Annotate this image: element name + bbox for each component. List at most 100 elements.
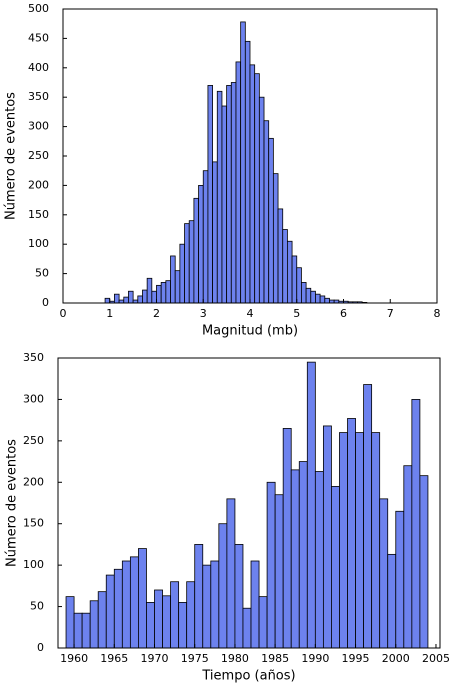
y-tick-label: 150 xyxy=(28,208,49,221)
bar xyxy=(65,596,75,649)
x-tick-label: 1 xyxy=(106,307,113,320)
bar xyxy=(81,612,91,649)
bar xyxy=(123,296,129,304)
bar xyxy=(230,82,237,304)
bar xyxy=(160,282,167,304)
bar xyxy=(146,602,155,649)
x-tick-label: 1985 xyxy=(261,652,289,665)
bar xyxy=(198,184,204,304)
bar xyxy=(114,293,120,304)
bar xyxy=(202,564,212,649)
bar xyxy=(331,486,340,649)
bar xyxy=(162,595,171,649)
bar xyxy=(184,223,190,304)
bar xyxy=(290,469,300,649)
bar xyxy=(301,282,307,304)
bar xyxy=(371,432,381,649)
bar xyxy=(186,581,196,649)
bar xyxy=(395,510,405,649)
x-axis-label: Tiempo (años) xyxy=(201,669,295,684)
bar xyxy=(142,289,148,304)
bar xyxy=(298,461,308,649)
bar xyxy=(355,432,364,649)
bar xyxy=(226,85,232,304)
bar xyxy=(210,560,220,649)
bar xyxy=(268,137,274,304)
bar xyxy=(319,295,326,304)
y-axis-label: Número de eventos xyxy=(5,439,20,567)
bar xyxy=(411,399,421,649)
bar xyxy=(305,287,312,304)
bar xyxy=(363,384,373,649)
bar xyxy=(218,523,228,649)
y-tick-label: 0 xyxy=(42,296,49,309)
bar xyxy=(226,498,236,649)
bar xyxy=(170,255,176,304)
bar xyxy=(258,96,265,304)
bar xyxy=(324,297,330,304)
bar xyxy=(146,277,153,304)
y-tick-label: 50 xyxy=(30,600,44,613)
bar xyxy=(379,498,389,649)
bar xyxy=(113,568,123,649)
y-tick-label: 300 xyxy=(28,120,49,133)
bar xyxy=(263,120,270,304)
bar xyxy=(234,544,244,649)
plot-frame xyxy=(57,357,441,649)
bar xyxy=(73,612,83,649)
y-tick-label: 350 xyxy=(23,351,44,364)
y-tick-label: 200 xyxy=(23,475,44,488)
x-tick-label: 1980 xyxy=(221,652,249,665)
bar xyxy=(272,173,279,304)
y-tick-label: 300 xyxy=(23,392,44,405)
bar xyxy=(165,280,171,304)
bar xyxy=(129,556,139,649)
x-axis-label: Magnitud (mb) xyxy=(202,324,298,339)
bar xyxy=(179,243,185,304)
bar xyxy=(207,85,214,304)
bar xyxy=(154,589,163,649)
x-tick-label: 1995 xyxy=(342,652,370,665)
y-tick-label: 250 xyxy=(28,149,49,162)
bar xyxy=(282,428,292,649)
bar xyxy=(387,553,397,649)
bar xyxy=(258,596,268,649)
bar xyxy=(277,208,284,304)
y-tick-label: 500 xyxy=(28,2,49,15)
bar xyxy=(156,284,162,304)
y-axis-label: Número de eventos xyxy=(4,92,19,220)
x-tick-label: 6 xyxy=(340,307,347,320)
y-tick-label: 400 xyxy=(28,61,49,74)
bar xyxy=(250,560,260,649)
bar xyxy=(105,574,115,649)
bar xyxy=(244,40,251,304)
y-tick-label: 200 xyxy=(28,178,49,191)
bar xyxy=(314,471,324,649)
y-tick-label: 350 xyxy=(28,90,49,103)
bar xyxy=(339,432,348,649)
bar xyxy=(296,267,302,304)
bar xyxy=(216,90,223,304)
bar xyxy=(188,220,195,304)
bar xyxy=(242,607,252,649)
bar xyxy=(235,61,242,304)
x-tick-label: 2000 xyxy=(382,652,410,665)
bar xyxy=(128,290,134,304)
y-tick-label: 100 xyxy=(23,558,44,571)
x-tick-label: 8 xyxy=(434,307,441,320)
bar xyxy=(137,295,143,304)
bar xyxy=(249,64,256,304)
bar xyxy=(174,270,181,304)
bar xyxy=(419,475,429,649)
bar xyxy=(240,21,246,304)
bar xyxy=(170,581,180,649)
x-tick-label: 0 xyxy=(60,307,67,320)
x-tick-label: 5 xyxy=(293,307,300,320)
bar xyxy=(151,290,157,304)
x-tick-label: 3 xyxy=(200,307,207,320)
y-tick-label: 0 xyxy=(37,641,44,654)
bar xyxy=(193,197,199,304)
bar xyxy=(286,240,293,304)
x-tick-label: 2 xyxy=(153,307,160,320)
x-tick-label: 1965 xyxy=(100,652,128,665)
